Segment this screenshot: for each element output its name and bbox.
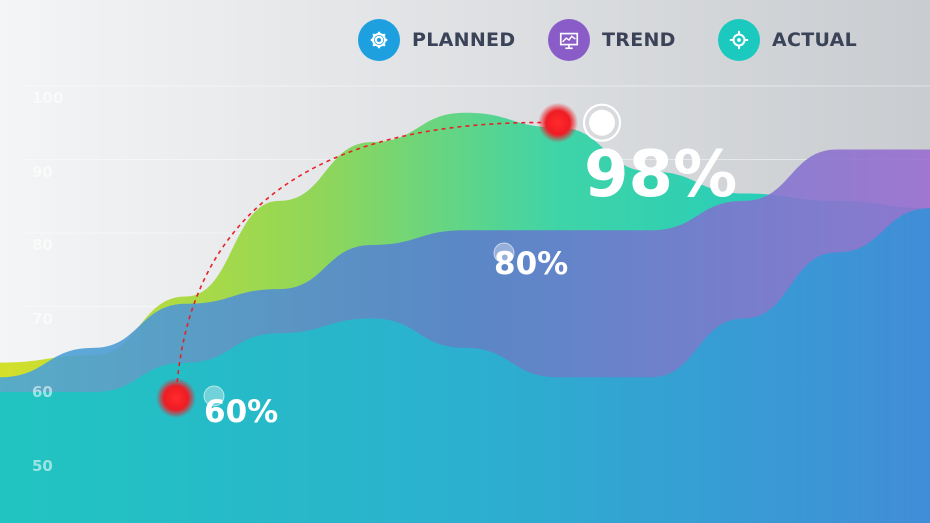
presentation-chart-icon (548, 19, 590, 61)
y-tick-label: 100 (32, 89, 64, 107)
legend-label-actual: ACTUAL (772, 29, 858, 51)
legend-item-trend[interactable]: TREND (548, 18, 676, 62)
y-tick-label: 90 (32, 162, 53, 181)
legend-label-planned: PLANNED (412, 29, 516, 51)
y-tick-label: 50 (32, 456, 53, 475)
marker-point-80 (493, 242, 515, 264)
gear-icon (358, 19, 400, 61)
marker-ring-98 (582, 103, 622, 142)
legend-item-planned[interactable]: PLANNED (358, 18, 515, 62)
series-area-planned (0, 208, 930, 523)
y-tick-label: 60 (32, 383, 53, 401)
annotation-label-80: 80% (494, 246, 569, 282)
legend-label-trend: TREND (602, 29, 676, 51)
marker-red-60 (156, 378, 196, 418)
target-icon (718, 19, 760, 61)
y-tick-label: 70 (32, 309, 53, 328)
legend-item-actual[interactable]: ACTUAL (718, 18, 857, 62)
marker-red-98 (538, 102, 578, 143)
annotation-markers (156, 102, 622, 418)
marker-point-98 (589, 109, 615, 136)
legend: PLANNED TREND ACTUAL (0, 18, 930, 62)
annotation-label-98: 98% (584, 138, 738, 212)
marker-point-60 (203, 385, 225, 407)
annotation-label-60: 60% (204, 394, 279, 430)
y-tick-label: 80 (32, 236, 53, 254)
trend-arc (175, 121, 559, 399)
